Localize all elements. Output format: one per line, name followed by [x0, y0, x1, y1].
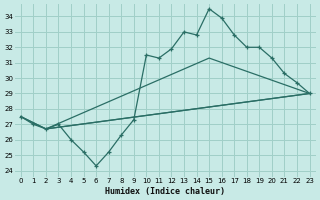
X-axis label: Humidex (Indice chaleur): Humidex (Indice chaleur)	[105, 187, 225, 196]
